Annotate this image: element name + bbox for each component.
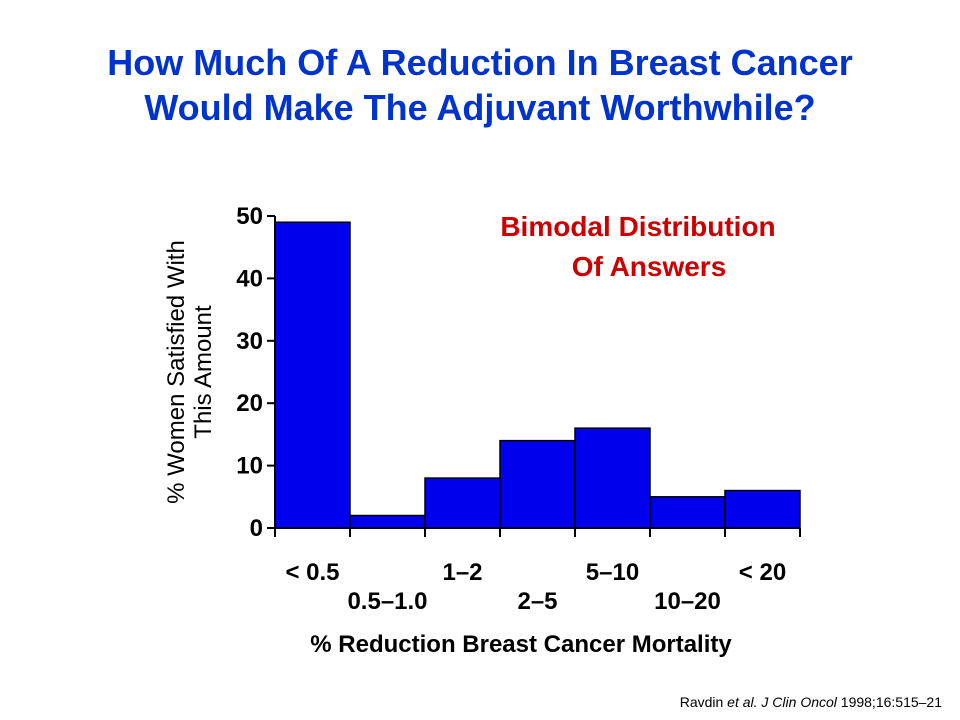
- annotation-line-1: Bimodal Distribution: [500, 211, 775, 242]
- citation-journal: J Clin Oncol: [761, 694, 837, 710]
- y-tick-label: 40: [236, 265, 263, 292]
- bar: [424, 477, 501, 529]
- x-tick-labels: < 0.5 0.5–1.0 1–2 2–5 5–10 10–20 < 20: [285, 559, 786, 615]
- y-tick-label: 10: [236, 453, 263, 480]
- y-tick-label: 30: [236, 328, 263, 355]
- title-line-1: How Much Of A Reduction In Breast Cancer: [107, 42, 853, 83]
- annotation-line-2: Of Answers: [572, 251, 727, 282]
- x-tick-label: 5–10: [586, 559, 639, 586]
- bars: [274, 221, 801, 529]
- y-tick-label: 50: [236, 203, 263, 230]
- citation-ref: 1998;16:515–21: [836, 694, 942, 710]
- bar: [574, 427, 651, 529]
- bar: [349, 514, 426, 529]
- citation: Ravdin et al. J Clin Oncol 1998;16:515–2…: [680, 694, 942, 710]
- y-ticks: 0 10 20 30 40 50: [236, 203, 275, 542]
- title-line-2: Would Make The Adjuvant Worthwhile?: [144, 87, 816, 128]
- y-tick-label: 20: [236, 390, 263, 417]
- y-axis-label-line-2: This Amount: [190, 305, 217, 439]
- citation-etal: et al.: [727, 694, 758, 710]
- bar: [649, 496, 726, 529]
- x-tick-label: 10–20: [654, 588, 721, 615]
- x-tick-label: < 20: [739, 559, 786, 586]
- y-axis-label-line-1: % Women Satisfied With: [163, 240, 190, 504]
- bar: [499, 439, 576, 529]
- bar: [724, 489, 801, 529]
- x-ticks: [274, 528, 801, 537]
- x-axis-label: % Reduction Breast Cancer Mortality: [310, 631, 732, 658]
- y-tick-label: 0: [250, 515, 263, 542]
- x-tick-label: 2–5: [517, 588, 557, 615]
- x-tick-label: 0.5–1.0: [347, 588, 427, 615]
- bar: [274, 221, 351, 529]
- x-tick-label: < 0.5: [285, 559, 339, 586]
- slide-title: How Much Of A Reduction In Breast Cancer…: [0, 40, 960, 130]
- citation-author: Ravdin: [679, 694, 728, 710]
- x-tick-label: 1–2: [442, 559, 482, 586]
